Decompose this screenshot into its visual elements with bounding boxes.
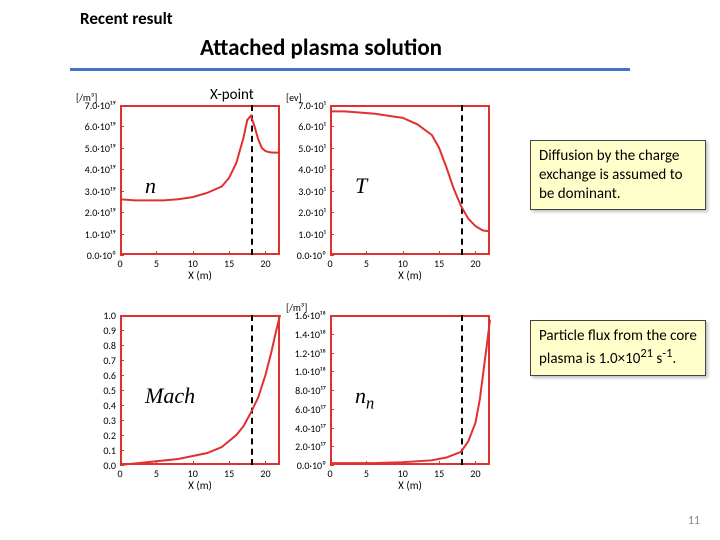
- T-xtick-3: 15: [429, 257, 449, 270]
- n-xtick-3: 15: [219, 257, 239, 270]
- n-curve: [120, 116, 280, 201]
- nn-xtick-3: 15: [429, 467, 449, 480]
- T-xtick-0: 0: [320, 257, 340, 270]
- Mach-ytick-6: 0.4: [70, 399, 116, 412]
- section-label: Recent result: [80, 8, 173, 29]
- n-ytick-1: 6.0·10¹⁹: [70, 120, 116, 133]
- nn-ytick-0: 1.6·10¹⁸: [280, 309, 326, 322]
- annotation-flux-text2: s: [653, 350, 662, 368]
- T-ytickmark-7: [330, 255, 334, 256]
- T-ytick-0: 7.0·10¹: [280, 99, 326, 112]
- nn-ytick-2: 1.2·10¹⁸: [280, 347, 326, 360]
- annotation-flux: Particle flux from the core plasma is 1.…: [530, 320, 706, 376]
- nn-ytick-3: 1.0·10¹⁸: [280, 365, 326, 378]
- T-ytick-2: 5.0·10¹: [280, 142, 326, 155]
- page-number: 11: [688, 514, 700, 528]
- nn-xaxis-title: X (m): [390, 479, 430, 492]
- Mach-xtick-0: 0: [110, 467, 130, 480]
- nn-ytick-1: 1.4·10¹⁸: [280, 328, 326, 341]
- Mach-curve-svg: [120, 315, 280, 465]
- nn-ytick-6: 4.0·10¹⁷: [280, 422, 326, 435]
- Mach-ytick-2: 0.8: [70, 339, 116, 352]
- Mach-ytick-4: 0.6: [70, 369, 116, 382]
- annotation-flux-exp2: -1: [662, 346, 672, 361]
- n-ytick-6: 1.0·10¹⁹: [70, 228, 116, 241]
- title-underline: [70, 68, 630, 71]
- T-ytick-6: 1.0·10¹: [280, 228, 326, 241]
- n-xtick-1: 5: [146, 257, 166, 270]
- annotation-diffusion: Diffusion by the charge exchange is assu…: [530, 140, 706, 210]
- n-xaxis-title: X (m): [180, 269, 220, 282]
- Mach-xtick-3: 15: [219, 467, 239, 480]
- n-xtick-4: 20: [255, 257, 275, 270]
- n-curve-svg: [120, 105, 280, 255]
- annotation-flux-exp1: 21: [640, 346, 653, 361]
- xpoint-label: X-point: [210, 86, 254, 104]
- n-xtick-0: 0: [110, 257, 130, 270]
- Mach-ytick-7: 0.3: [70, 414, 116, 427]
- Mach-xtick-4: 20: [255, 467, 275, 480]
- T-curve: [330, 111, 490, 231]
- n-ytick-2: 5.0·10¹⁹: [70, 142, 116, 155]
- nn-ytick-4: 8.0·10¹⁷: [280, 384, 326, 397]
- Mach-ytick-5: 0.5: [70, 384, 116, 397]
- annotation-flux-end: .: [672, 350, 676, 368]
- T-curve-svg: [330, 105, 490, 255]
- T-ytick-1: 6.0·10¹: [280, 120, 326, 133]
- page-title: Attached plasma solution: [200, 34, 442, 62]
- Mach-ytick-9: 0.1: [70, 444, 116, 457]
- annotation-diffusion-text: Diffusion by the charge exchange is assu…: [539, 147, 682, 203]
- n-ytick-0: 7.0·10¹⁹: [70, 99, 116, 112]
- nn-xtick-0: 0: [320, 467, 340, 480]
- Mach-ytick-1: 0.9: [70, 324, 116, 337]
- n-ytick-5: 2.0·10¹⁹: [70, 206, 116, 219]
- n-ytick-4: 3.0·10¹⁹: [70, 185, 116, 198]
- Mach-ytick-8: 0.2: [70, 429, 116, 442]
- Mach-ytick-0: 1.0: [70, 309, 116, 322]
- nn-curve-svg: [330, 315, 490, 465]
- T-ytick-3: 4.0·10¹: [280, 163, 326, 176]
- nn-ytick-7: 2.0·10¹⁷: [280, 440, 326, 453]
- T-ytick-5: 2.0·10¹: [280, 206, 326, 219]
- nn-xtick-4: 20: [465, 467, 485, 480]
- nn-xtick-1: 5: [356, 467, 376, 480]
- T-xtick-1: 5: [356, 257, 376, 270]
- Mach-xtick-1: 5: [146, 467, 166, 480]
- T-xaxis-title: X (m): [390, 269, 430, 282]
- Mach-ytick-3: 0.7: [70, 354, 116, 367]
- n-ytickmark-7: [120, 255, 124, 256]
- Mach-xaxis-title: X (m): [180, 479, 220, 492]
- nn-ytick-5: 6.0·10¹⁷: [280, 403, 326, 416]
- Mach-curve: [120, 315, 280, 465]
- nn-ytickmark-8: [330, 465, 334, 466]
- n-ytick-3: 4.0·10¹⁹: [70, 163, 116, 176]
- nn-curve: [330, 320, 490, 463]
- T-ytick-4: 3.0·10¹: [280, 185, 326, 198]
- T-xtick-4: 20: [465, 257, 485, 270]
